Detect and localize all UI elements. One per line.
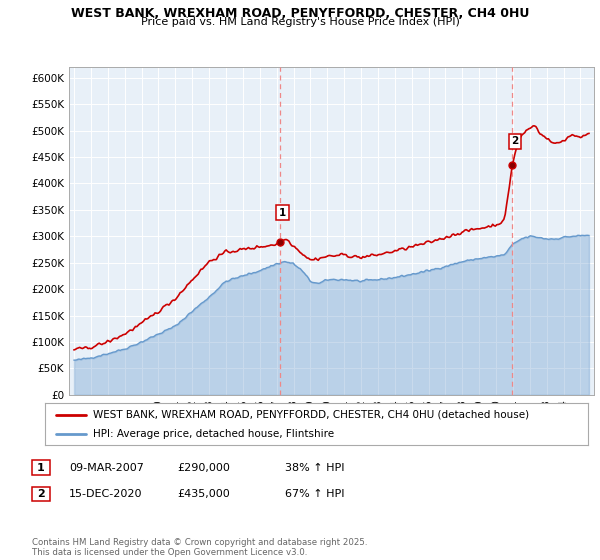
Text: £435,000: £435,000 <box>177 489 230 499</box>
Text: 2: 2 <box>511 136 518 146</box>
Text: £290,000: £290,000 <box>177 463 230 473</box>
Text: 67% ↑ HPI: 67% ↑ HPI <box>285 489 344 499</box>
Text: 1: 1 <box>37 463 44 473</box>
Text: 15-DEC-2020: 15-DEC-2020 <box>69 489 143 499</box>
Text: Contains HM Land Registry data © Crown copyright and database right 2025.
This d: Contains HM Land Registry data © Crown c… <box>32 538 367 557</box>
Text: HPI: Average price, detached house, Flintshire: HPI: Average price, detached house, Flin… <box>93 429 334 439</box>
Text: WEST BANK, WREXHAM ROAD, PENYFFORDD, CHESTER, CH4 0HU (detached house): WEST BANK, WREXHAM ROAD, PENYFFORDD, CHE… <box>93 409 529 419</box>
Text: 2: 2 <box>37 489 44 499</box>
Text: Price paid vs. HM Land Registry's House Price Index (HPI): Price paid vs. HM Land Registry's House … <box>140 17 460 27</box>
Text: 38% ↑ HPI: 38% ↑ HPI <box>285 463 344 473</box>
Text: 1: 1 <box>279 208 286 217</box>
Text: 09-MAR-2007: 09-MAR-2007 <box>69 463 144 473</box>
Text: WEST BANK, WREXHAM ROAD, PENYFFORDD, CHESTER, CH4 0HU: WEST BANK, WREXHAM ROAD, PENYFFORDD, CHE… <box>71 7 529 20</box>
